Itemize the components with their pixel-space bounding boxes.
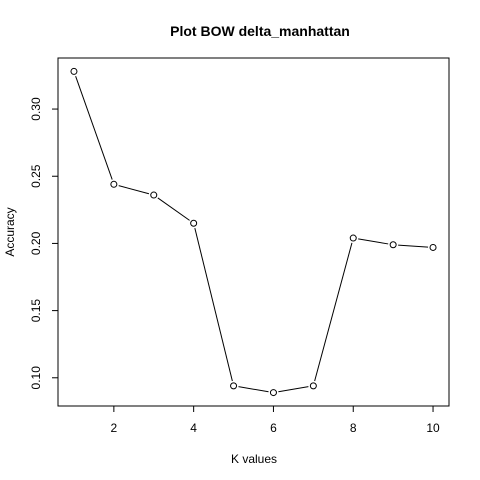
plot-frame bbox=[57, 57, 450, 407]
x-axis-label: K values bbox=[231, 452, 277, 466]
x-tick-label: 2 bbox=[111, 421, 118, 435]
series-segment bbox=[118, 185, 150, 195]
series-line bbox=[70, 67, 437, 397]
data-point bbox=[190, 219, 198, 227]
data-point bbox=[309, 382, 317, 390]
series-segment bbox=[278, 386, 309, 393]
x-tick-label: 8 bbox=[350, 421, 357, 435]
x-tick-label: 10 bbox=[426, 421, 440, 435]
data-point bbox=[70, 67, 78, 75]
y-tick-label: 0.15 bbox=[29, 299, 43, 323]
chart-title: Plot BOW delta_manhattan bbox=[170, 23, 350, 39]
x-tick-label: 6 bbox=[270, 421, 277, 435]
data-point bbox=[110, 180, 118, 188]
y-axis: 0.10 0.15 0.20 0.25 0.30 bbox=[29, 97, 58, 389]
x-axis: 2 4 6 8 10 bbox=[111, 406, 440, 435]
series-segment bbox=[157, 197, 190, 221]
y-tick-label: 0.10 bbox=[29, 366, 43, 390]
series-segment bbox=[75, 75, 113, 180]
series-segment bbox=[314, 242, 353, 382]
y-axis-label: Accuracy bbox=[3, 207, 17, 256]
data-point bbox=[269, 389, 277, 397]
series-segment bbox=[398, 244, 429, 248]
y-tick-label: 0.25 bbox=[29, 164, 43, 188]
y-tick-label: 0.30 bbox=[29, 97, 43, 121]
series-segment bbox=[194, 228, 233, 382]
y-tick-label: 0.20 bbox=[29, 231, 43, 255]
series-segment bbox=[358, 238, 389, 245]
data-point bbox=[230, 382, 238, 390]
data-point bbox=[349, 234, 357, 242]
data-point bbox=[429, 243, 437, 251]
x-tick-label: 4 bbox=[190, 421, 197, 435]
data-point bbox=[150, 191, 158, 199]
data-point bbox=[389, 241, 397, 249]
series-segment bbox=[238, 386, 269, 393]
